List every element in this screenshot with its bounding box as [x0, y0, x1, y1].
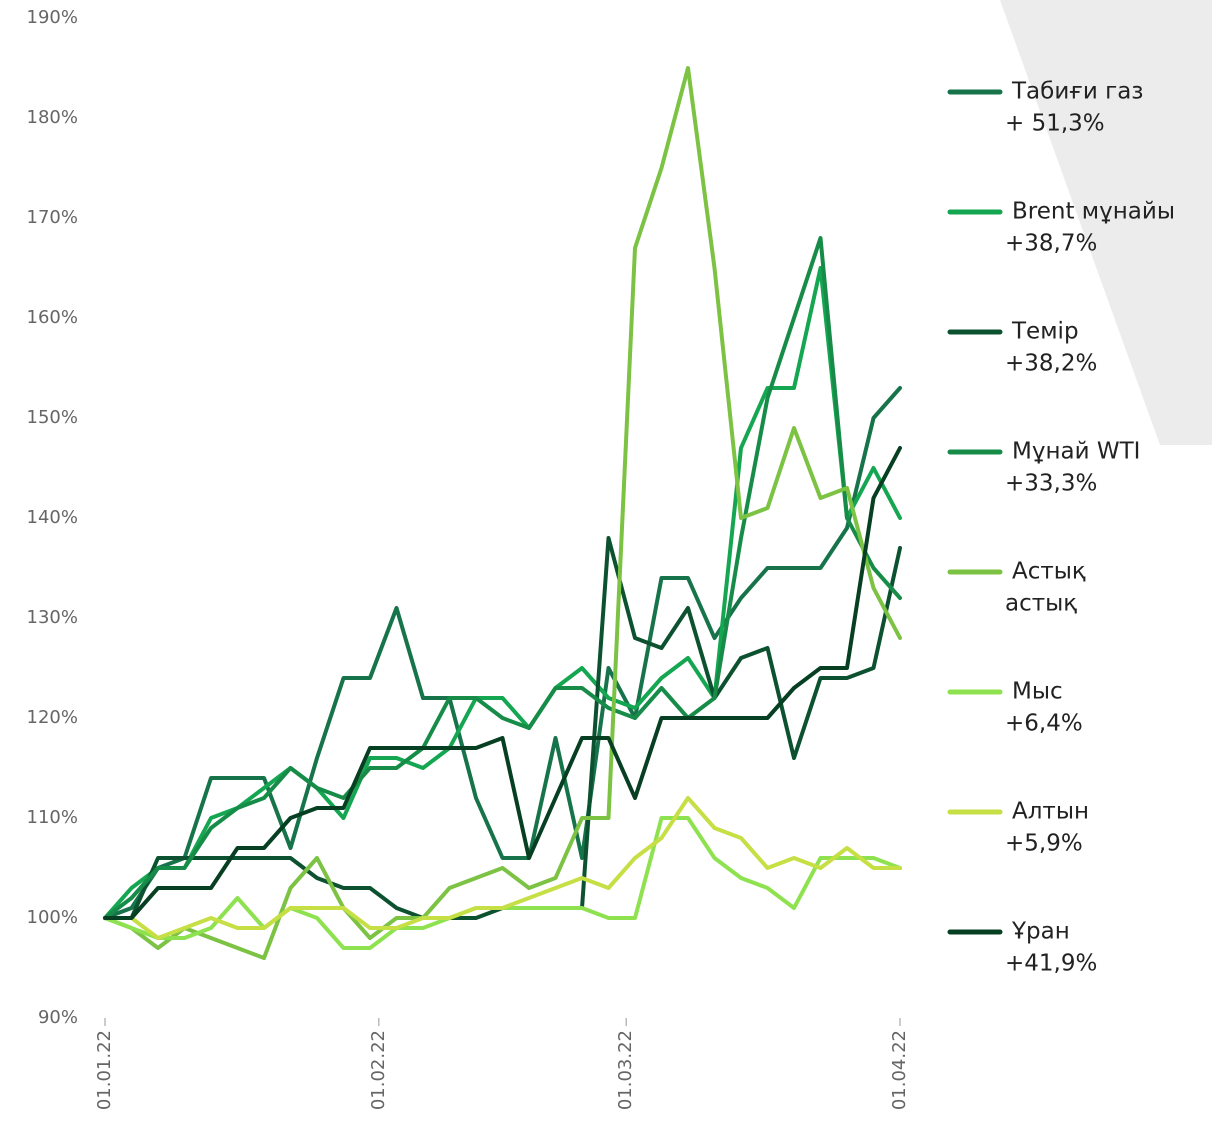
y-tick-label: 120%: [27, 707, 78, 728]
series-line: [103, 796, 902, 940]
x-tick-label: 01.02.22: [368, 1030, 389, 1110]
legend-change: +33,3%: [1005, 471, 1097, 497]
series-line: [103, 386, 902, 920]
y-tick-label: 190%: [27, 7, 78, 28]
y-tick-label: 110%: [27, 807, 78, 828]
y-tick-label: 100%: [27, 907, 78, 928]
x-tick-label: 01.03.22: [615, 1030, 636, 1110]
legend-change: +6,4%: [1005, 711, 1083, 737]
series-line: [103, 66, 902, 960]
legend-change: астық: [1005, 591, 1077, 617]
y-tick-label: 140%: [27, 507, 78, 528]
y-tick-label: 90%: [38, 1007, 78, 1028]
x-tick-label: 01.01.22: [94, 1030, 115, 1110]
series-line: [103, 816, 902, 950]
legend-label: Темір: [1011, 319, 1079, 345]
series-line: [103, 446, 902, 920]
y-tick-label: 130%: [27, 607, 78, 628]
legend-change: + 51,3%: [1005, 111, 1105, 137]
y-tick-label: 180%: [27, 107, 78, 128]
legend-label: Астық: [1012, 559, 1086, 585]
legend-change: +41,9%: [1005, 951, 1097, 977]
y-tick-label: 150%: [27, 407, 78, 428]
legend-label: Алтын: [1012, 799, 1089, 825]
legend-label: Brent мұнайы: [1012, 199, 1175, 225]
series-line: [103, 236, 902, 920]
legend-label: Мұнай WTI: [1012, 439, 1140, 465]
x-tick-label: 01.04.22: [889, 1030, 910, 1110]
legend-change: +38,2%: [1005, 351, 1097, 377]
legend-change: +5,9%: [1005, 831, 1083, 857]
legend-change: +38,7%: [1005, 231, 1097, 257]
y-tick-label: 160%: [27, 307, 78, 328]
legend-label: Табиғи газ: [1011, 79, 1144, 105]
legend-label: Ұран: [1011, 919, 1070, 945]
decoration: [1000, 0, 1212, 445]
y-tick-label: 170%: [27, 207, 78, 228]
legend-label: Мыс: [1012, 679, 1063, 705]
